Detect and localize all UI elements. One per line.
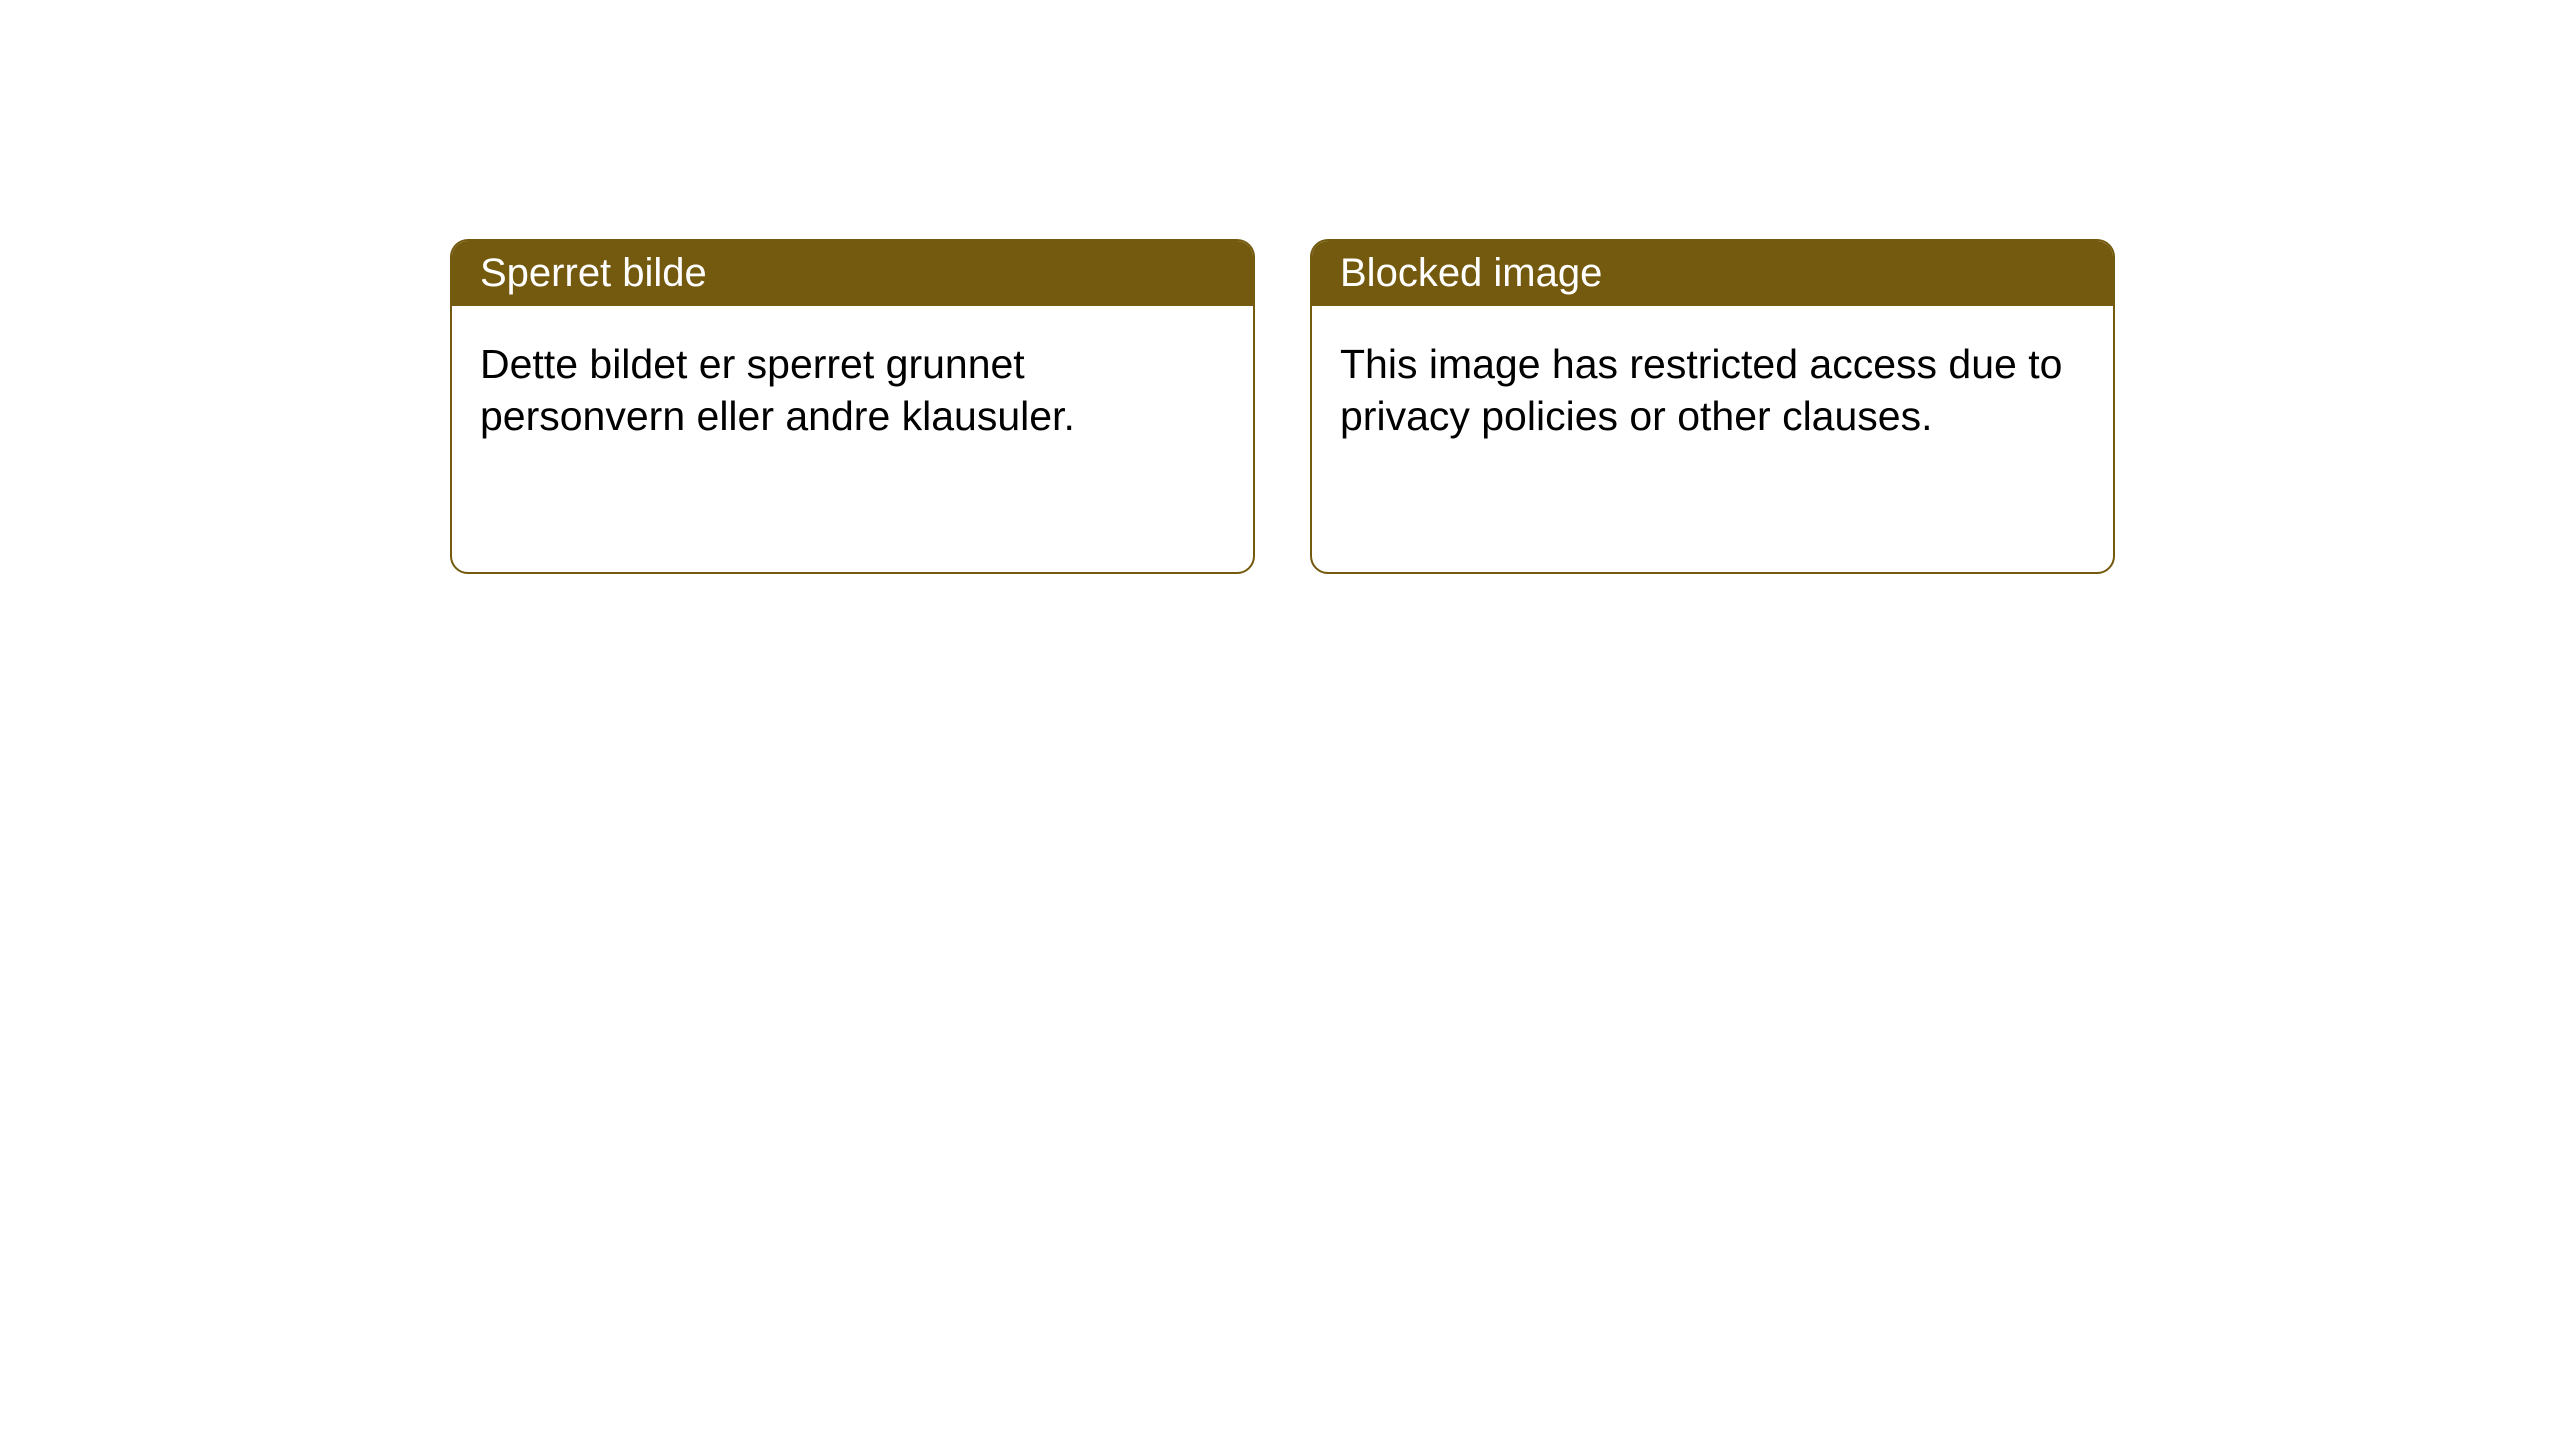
blocked-image-card-no: Sperret bilde Dette bildet er sperret gr… bbox=[450, 239, 1255, 574]
card-title: Sperret bilde bbox=[480, 251, 707, 295]
card-body: Dette bildet er sperret grunnet personve… bbox=[452, 306, 1253, 475]
card-body-text: This image has restricted access due to … bbox=[1340, 341, 2062, 439]
card-body: This image has restricted access due to … bbox=[1312, 306, 2113, 475]
card-body-text: Dette bildet er sperret grunnet personve… bbox=[480, 341, 1075, 439]
card-header: Sperret bilde bbox=[452, 241, 1253, 306]
cards-container: Sperret bilde Dette bildet er sperret gr… bbox=[0, 0, 2560, 574]
blocked-image-card-en: Blocked image This image has restricted … bbox=[1310, 239, 2115, 574]
card-header: Blocked image bbox=[1312, 241, 2113, 306]
card-title: Blocked image bbox=[1340, 251, 1602, 295]
